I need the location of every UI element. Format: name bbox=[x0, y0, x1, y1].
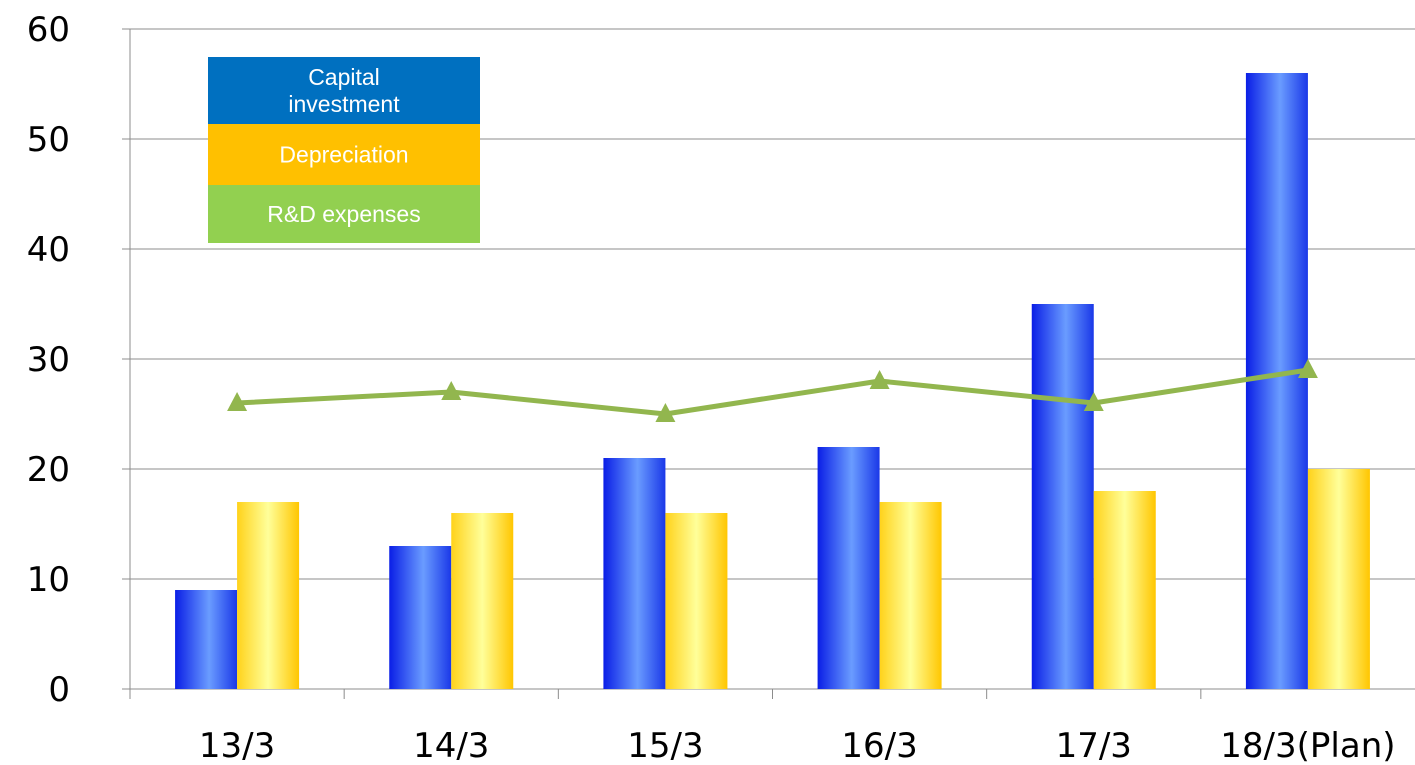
x-tick-label: 16/3 bbox=[841, 726, 917, 765]
x-tick-label: 17/3 bbox=[1056, 726, 1132, 765]
y-tick-label: 50 bbox=[27, 120, 70, 160]
x-tick-label: 13/3 bbox=[199, 726, 275, 765]
y-tick-label: 30 bbox=[27, 340, 70, 380]
depreciation-bar bbox=[665, 513, 728, 689]
rd-expenses-point bbox=[227, 392, 248, 411]
y-tick-label: 20 bbox=[27, 450, 70, 490]
y-tick-label: 40 bbox=[27, 230, 70, 270]
rd-expenses-point bbox=[869, 370, 890, 389]
capital-investment-bar bbox=[389, 546, 452, 689]
depreciation-bar bbox=[1307, 469, 1370, 689]
legend-swatch bbox=[208, 57, 480, 124]
depreciation-bar bbox=[1093, 491, 1156, 689]
x-tick-label: 18/3(Plan) bbox=[1220, 726, 1395, 765]
legend-label: Depreciation bbox=[279, 142, 408, 168]
legend-swatch bbox=[208, 185, 480, 243]
x-tick-label: 14/3 bbox=[413, 726, 489, 765]
rd-expenses-line bbox=[236, 367, 1309, 417]
rd-expenses-point bbox=[1083, 392, 1104, 411]
depreciation-bar bbox=[237, 502, 300, 689]
x-tick-label: 15/3 bbox=[627, 726, 703, 765]
y-tick-label: 10 bbox=[27, 560, 70, 600]
y-tick-label: 0 bbox=[48, 670, 70, 710]
axes: 0 10 20 30 40 50 60 13/3 14/3 15/3 16/3 17/3 18/3(Pl… bbox=[27, 10, 1415, 765]
rd-expenses-point bbox=[1297, 359, 1318, 378]
capital-investment-bar bbox=[817, 447, 880, 689]
y-tick-label: 60 bbox=[27, 10, 70, 50]
depreciation-bar bbox=[879, 502, 942, 689]
capital-investment-bar bbox=[1245, 73, 1308, 689]
capital-investment-bar bbox=[603, 458, 666, 689]
rd-line bbox=[227, 359, 1318, 422]
legend-label: R&D expenses bbox=[267, 201, 420, 227]
bars bbox=[175, 73, 1370, 689]
legend-label: investment bbox=[288, 91, 400, 117]
legend-label: Capital bbox=[308, 64, 380, 90]
capital-investment-bar bbox=[175, 590, 238, 689]
capital-investment-bar bbox=[1031, 304, 1094, 689]
legend-swatch bbox=[208, 124, 480, 185]
rd-expenses-point bbox=[441, 381, 462, 400]
rd-expenses-point bbox=[655, 403, 676, 422]
depreciation-bar bbox=[451, 513, 514, 689]
